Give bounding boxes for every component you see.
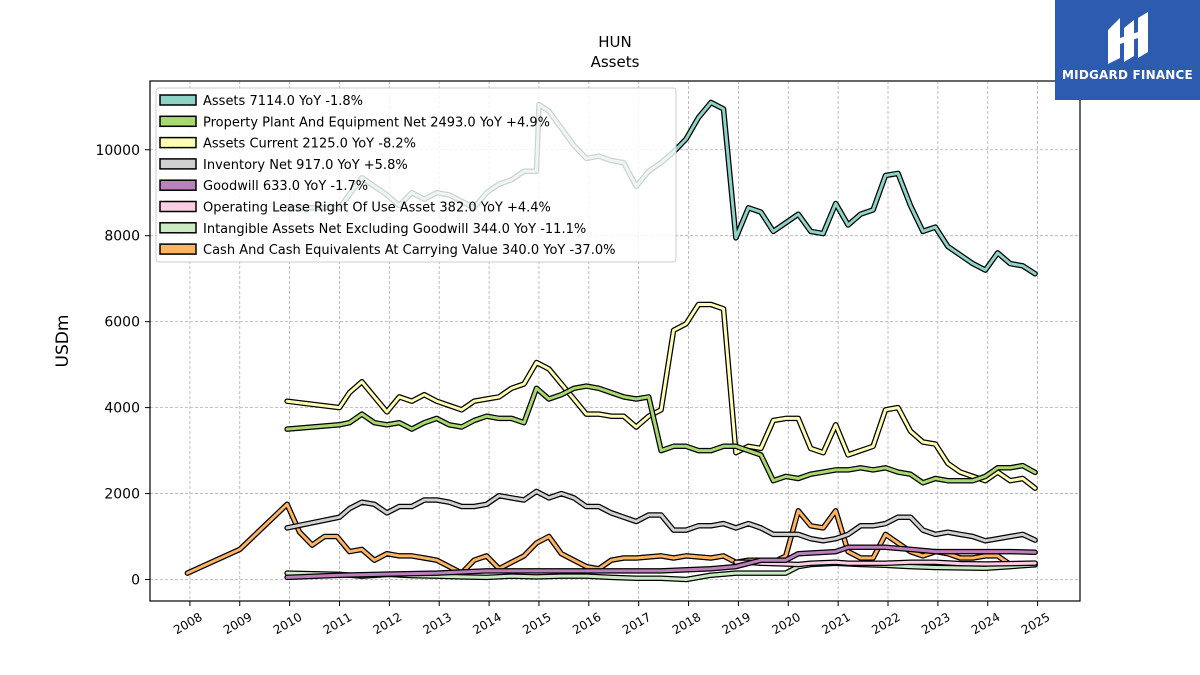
logo-mark-icon xyxy=(1108,12,1148,64)
x-tick-label: 2008 xyxy=(171,610,204,637)
x-tick-label: 2018 xyxy=(670,610,703,637)
legend-label: Cash And Cash Equivalents At Carrying Va… xyxy=(203,243,615,258)
y-tick-label: 0 xyxy=(131,573,140,589)
legend-swatch xyxy=(159,115,197,128)
x-tick-label: 2014 xyxy=(470,610,503,637)
series-6 xyxy=(284,560,1038,583)
series-line xyxy=(285,384,1037,485)
y-axis-label: USDm xyxy=(53,315,73,368)
legend-box xyxy=(155,87,677,263)
series-line xyxy=(734,560,1037,566)
brand-logo: MIDGARD FINANCE xyxy=(1055,0,1200,100)
chart-subtitle: Assets xyxy=(591,53,640,71)
legend-swatch xyxy=(159,222,197,234)
x-tick-label: 2016 xyxy=(570,610,603,637)
legend-swatch xyxy=(159,200,197,213)
y-tick-label: 10000 xyxy=(95,143,140,159)
logo-text: MIDGARD FINANCE xyxy=(1062,68,1193,82)
legend-swatch xyxy=(159,136,197,149)
x-tick-label: 2011 xyxy=(321,610,354,637)
series-group xyxy=(184,99,1038,583)
legend-swatch xyxy=(159,158,197,170)
x-tick-label: 2025 xyxy=(1019,610,1052,637)
x-tick-label: 2009 xyxy=(221,610,254,637)
series-2 xyxy=(284,301,1038,491)
plot-frame xyxy=(149,80,1081,602)
x-tick-label: 2013 xyxy=(420,610,453,637)
y-tick-label: 6000 xyxy=(104,315,140,331)
x-tick-label: 2022 xyxy=(869,610,902,637)
series-line xyxy=(285,545,1037,579)
x-tick-label: 2021 xyxy=(819,610,852,637)
series-line xyxy=(285,303,1037,490)
x-tick-label: 2012 xyxy=(371,610,404,637)
x-tick-label: 2023 xyxy=(919,610,952,637)
legend-swatch xyxy=(159,94,197,106)
series-line xyxy=(285,489,1037,543)
legend-label: Assets 7114.0 YoY -1.8% xyxy=(203,94,363,109)
x-tick-label: 2017 xyxy=(620,610,653,637)
x-tick-label: 2010 xyxy=(271,610,304,637)
x-tick-label: 2020 xyxy=(770,610,803,637)
legend-label: Goodwill 633.0 YoY -1.7% xyxy=(203,179,368,194)
legend: Assets 7114.0 YoY -1.8% Property Plant An… xyxy=(155,87,677,263)
y-tick-label: 4000 xyxy=(104,401,140,417)
x-tick-label: 2024 xyxy=(969,610,1002,637)
legend-label: Property Plant And Equipment Net 2493.0 … xyxy=(203,115,550,130)
x-tick-label: 2015 xyxy=(520,610,553,637)
legend-label: Inventory Net 917.0 YoY +5.8% xyxy=(203,158,408,173)
series-4 xyxy=(284,544,1038,581)
y-tick-label: 2000 xyxy=(104,487,140,503)
legend-swatch xyxy=(159,243,197,255)
series-1 xyxy=(284,383,1038,486)
chart-title: HUN xyxy=(598,33,631,51)
series-line xyxy=(285,561,1037,581)
legend-label: Intangible Assets Net Excluding Goodwill… xyxy=(203,222,586,237)
x-tick-label: 2019 xyxy=(720,610,753,637)
legend-swatch xyxy=(159,179,197,191)
series-5 xyxy=(733,559,1038,568)
y-tick-label: 8000 xyxy=(104,229,140,245)
legend-label: Operating Lease Right Of Use Asset 382.0… xyxy=(203,201,551,216)
series-3 xyxy=(284,488,1038,544)
legend-label: Assets Current 2125.0 YoY -8.2% xyxy=(203,137,416,152)
